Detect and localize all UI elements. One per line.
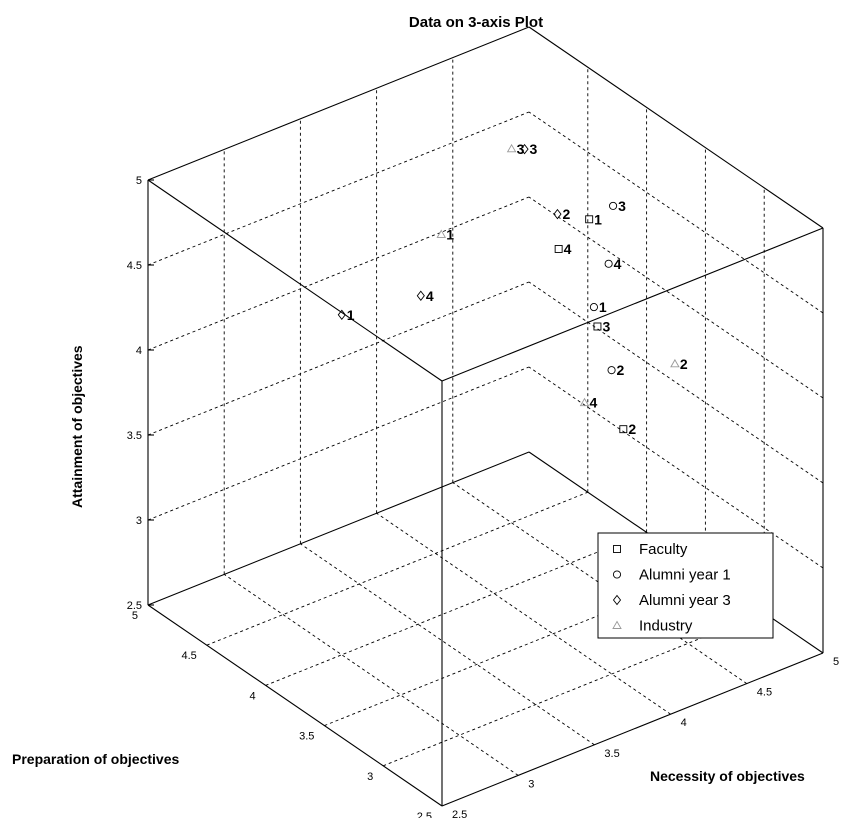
axes-box-edge xyxy=(441,652,824,807)
square-marker xyxy=(585,215,594,224)
z-tick-label: 3 xyxy=(136,515,142,527)
legend: Faculty Alumni year 1 Alumni year 3 Industr… xyxy=(597,532,774,639)
grid-floor-x xyxy=(376,512,671,715)
axes-box-edge xyxy=(147,604,443,807)
chart-title: Data on 3-axis Plot xyxy=(409,14,543,31)
data-points: 1 2 3 4 1 2 3 4 1 2 3 4 1 2 3 4 xyxy=(337,141,688,437)
circle-marker xyxy=(589,303,598,312)
legend-entry-label: Faculty xyxy=(639,541,688,558)
axes-box-edge xyxy=(147,179,443,382)
legend-entry-label: Alumni year 1 xyxy=(639,567,731,584)
square-marker xyxy=(554,245,563,253)
grid-floor-x xyxy=(300,543,595,746)
point-label: 3 xyxy=(530,141,538,157)
point-label: 3 xyxy=(618,198,626,214)
z-tick-label: 2.5 xyxy=(127,600,142,612)
legend-entry-label: Alumni year 3 xyxy=(639,592,731,609)
x-tick-label: 2.5 xyxy=(452,809,467,818)
point-label: 2 xyxy=(617,362,625,378)
legend-entry-label: Industry xyxy=(639,618,693,635)
grid-floor-x xyxy=(223,574,519,776)
circle-marker xyxy=(609,201,618,210)
y-axis-label: Preparation of objectives xyxy=(12,751,179,767)
grid-wall-x-horizontal xyxy=(528,281,824,484)
x-tick-label: 4.5 xyxy=(757,687,772,699)
diamond-marker xyxy=(520,143,529,155)
legend-box xyxy=(597,532,774,639)
grid-wall-x-horizontal xyxy=(528,366,824,569)
y-tick-label: 3.5 xyxy=(299,731,314,743)
grid-floor-y xyxy=(265,531,647,686)
triangle-marker xyxy=(670,358,680,368)
grid-floor-y xyxy=(206,491,588,646)
point-label: 4 xyxy=(564,241,572,257)
legend-diamond-icon xyxy=(612,594,622,606)
legend-triangle-icon xyxy=(612,620,622,629)
point-label: 1 xyxy=(599,299,607,315)
y-tick-label: 4.5 xyxy=(182,650,197,662)
grid-wall-x-horizontal xyxy=(528,111,824,314)
point-label: 4 xyxy=(590,395,598,411)
circle-marker xyxy=(604,259,613,268)
x-tick-label: 3 xyxy=(528,778,534,790)
circle-marker xyxy=(607,366,616,375)
triangle-marker xyxy=(579,397,590,407)
point-label: 1 xyxy=(347,307,355,323)
axes-box-edge xyxy=(147,451,530,606)
x-axis-label: Necessity of objectives xyxy=(650,768,805,784)
legend-square-icon xyxy=(613,545,621,553)
diamond-marker xyxy=(416,290,425,302)
z-tick-label: 5 xyxy=(136,175,142,187)
grid-floor-x xyxy=(452,482,748,684)
z-tick-label: 4.5 xyxy=(127,260,142,272)
grid-wall-x-horizontal xyxy=(528,196,824,399)
triangle-marker xyxy=(436,229,447,238)
point-label: 2 xyxy=(562,206,570,222)
axes-box-edge xyxy=(441,227,824,382)
x-tick-label: 5 xyxy=(833,656,839,668)
legend-circle-icon xyxy=(612,570,622,579)
grid-wall-y-horizontal xyxy=(147,196,530,351)
triangle-marker xyxy=(506,143,517,153)
point-label: 2 xyxy=(628,421,636,437)
square-marker xyxy=(619,425,628,434)
z-tick-label: 3.5 xyxy=(127,430,142,442)
x-tick-label: 3.5 xyxy=(604,748,619,760)
tick-labels: 2.533.544.552.533.544.552.533.544.55 xyxy=(127,175,839,818)
grid-wall-y-horizontal xyxy=(147,111,530,266)
axes-box-edge xyxy=(528,26,824,229)
diamond-marker xyxy=(337,309,346,321)
point-label: 1 xyxy=(446,226,454,242)
point-label: 2 xyxy=(680,356,688,372)
axes-box-edge xyxy=(147,26,530,181)
y-tick-label: 5 xyxy=(132,610,138,622)
grid-wall-y-horizontal xyxy=(147,366,530,521)
y-tick-label: 3 xyxy=(367,771,373,783)
y-tick-label: 4 xyxy=(249,690,255,702)
y-tick-label: 2.5 xyxy=(417,811,432,818)
axes-box xyxy=(147,26,824,807)
z-axis-label: Attainment of objectives xyxy=(69,345,85,508)
z-tick-label: 4 xyxy=(136,345,142,357)
point-label: 4 xyxy=(614,256,622,272)
x-tick-label: 4 xyxy=(681,717,687,729)
grid-wall-y-horizontal xyxy=(147,281,530,436)
point-label: 4 xyxy=(426,288,434,304)
diamond-marker xyxy=(553,208,562,220)
grid-lines xyxy=(147,57,824,776)
square-marker xyxy=(593,322,602,331)
point-label: 3 xyxy=(602,318,610,334)
point-label: 3 xyxy=(517,141,525,157)
point-label: 1 xyxy=(594,211,602,227)
